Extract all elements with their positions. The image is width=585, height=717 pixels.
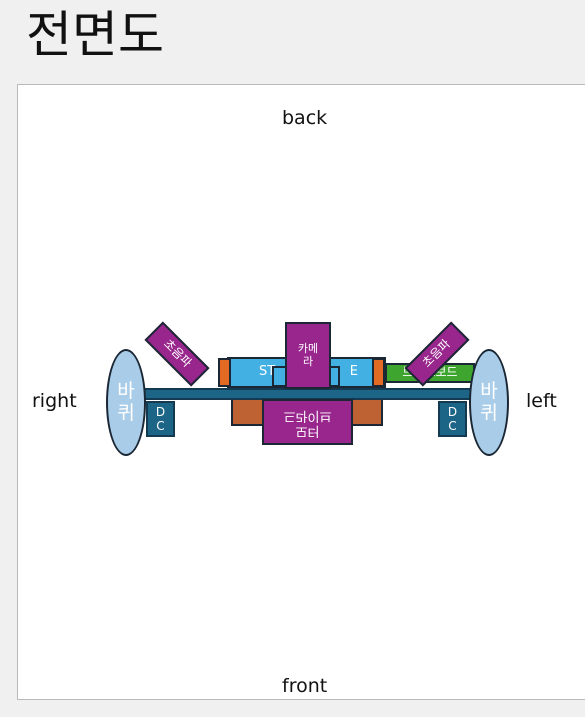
label-left: left xyxy=(526,390,557,412)
motor-driver-label-line2: 드라이브 xyxy=(283,408,332,423)
dc-motor-right-label: D C xyxy=(155,404,166,433)
diagram-canvas: back front right left 브레드보드 ST E 모터 드라이브… xyxy=(17,84,585,700)
bracket-right xyxy=(218,358,231,387)
dc-motor-left: D C xyxy=(438,401,467,437)
ultrasonic-sensor-right: 초음파 xyxy=(144,321,210,387)
camera-label: 카메 라 xyxy=(297,341,319,368)
dc-motor-left-label: D C xyxy=(447,404,458,433)
wheel-left-label: 바 퀴 xyxy=(480,379,498,424)
center-unit-label-suffix: E xyxy=(349,364,358,379)
motor-driver: 모터 드라이브 xyxy=(262,399,353,445)
motor-driver-label-line1: 모터 xyxy=(295,422,320,438)
page-title: 전면도 xyxy=(26,6,164,64)
label-back: back xyxy=(282,107,328,129)
dc-motor-right: D C xyxy=(146,401,175,437)
center-unit-label: ST xyxy=(259,364,276,379)
wheel-right-label: 바 퀴 xyxy=(117,379,135,424)
camera: 카메 라 xyxy=(285,322,331,389)
bracket-left xyxy=(372,358,385,387)
wheel-right: 바 퀴 xyxy=(106,349,146,456)
ultrasonic-sensor-right-label: 초음파 xyxy=(160,336,195,371)
wheel-left: 바 퀴 xyxy=(469,349,509,456)
label-right: right xyxy=(32,390,77,412)
label-front: front xyxy=(282,675,328,697)
